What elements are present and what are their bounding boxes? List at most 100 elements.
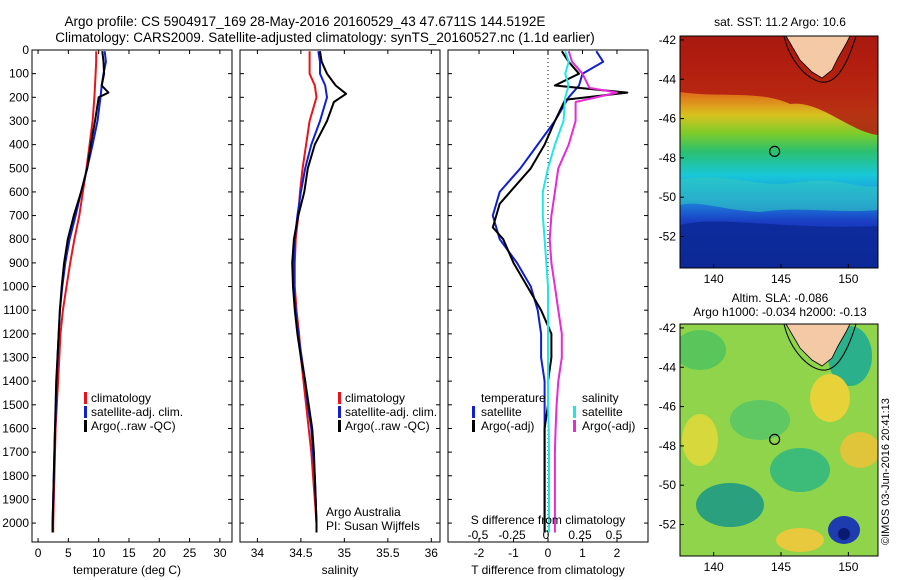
map-y-tick-label: -46 (659, 400, 677, 414)
y-tick-label: 1600 (2, 421, 29, 435)
difference-legend: temperature satellite Argo(-adj) salinit… (472, 391, 635, 433)
salinity-annotation-pi: PI: Susan Wijffels (326, 519, 420, 533)
temperature-legend: climatology satellite-adj. clim. Argo(..… (84, 391, 183, 433)
y-tick-label: 600 (9, 185, 29, 199)
x-tick-label: 1 (579, 546, 586, 560)
s-tick-label: -0.25 (498, 528, 526, 542)
sla-map-field (680, 324, 878, 556)
map-y-tick-label: -48 (659, 151, 677, 165)
s-tick-label: 0 (543, 528, 550, 542)
map-y-tick-label: -46 (659, 112, 677, 126)
series-line-sal_argo (548, 50, 618, 533)
temperature-ticks: 0 5 10 15 20 25 300100200300400500600700800900… (2, 43, 232, 560)
y-tick-label: 2000 (2, 516, 29, 530)
imos-credit: ©IMOS 03-Jun-2016 20:41:13 (880, 398, 892, 545)
figure-title-line2: Climatology: CARS2009. Satellite-adjuste… (55, 30, 595, 45)
map-y-tick-label: -50 (659, 478, 677, 492)
sla-blob (776, 528, 824, 552)
sla-blob (810, 374, 850, 422)
sla-blob (680, 330, 726, 370)
x-tick-label: -2 (474, 546, 485, 560)
series-line-sal_satellite (541, 50, 570, 533)
y-tick-label: 1200 (2, 327, 29, 341)
tasmania-land (785, 324, 851, 367)
legend-swatch-satellite (338, 406, 341, 418)
legend-label-climatology: climatology (345, 391, 405, 405)
sst-front-patch (680, 177, 878, 212)
map-x-tick-label: 150 (838, 272, 858, 286)
map-y-tick-label: -48 (659, 439, 677, 453)
x-tick-label: 20 (153, 546, 167, 560)
legend-swatch-argo (84, 420, 87, 432)
legend-label-t-satellite: satellite (481, 405, 522, 419)
x-tick-label: -1 (508, 546, 519, 560)
legend-label-s-argo: Argo(-adj) (582, 419, 635, 433)
legend-title-temperature: temperature (481, 391, 546, 405)
legend-swatch-satellite (84, 406, 87, 418)
temperature-axes-frame (31, 49, 233, 543)
sla-blob (838, 528, 850, 540)
legend-swatch-argo (338, 420, 341, 432)
difference-series (491, 50, 629, 533)
map-x-tick-label: 145 (771, 560, 791, 574)
y-tick-label: 1300 (2, 351, 29, 365)
y-tick-label: 500 (9, 161, 29, 175)
temperature-xlabel: temperature (deg C) (73, 563, 181, 577)
salinity-legend: climatology satellite-adj. clim. Argo(..… (338, 391, 437, 433)
tasmania-contour (783, 36, 857, 83)
map-y-tick-label: -44 (659, 72, 677, 86)
legend-label-satellite: satellite-adj. clim. (345, 405, 437, 419)
y-tick-label: 1100 (3, 303, 29, 317)
sla-argo-position-marker (768, 433, 781, 445)
map-x-tick-label: 150 (838, 560, 858, 574)
y-tick-label: 800 (9, 232, 29, 246)
legend-label-argo: Argo(..raw -QC) (91, 419, 176, 433)
salinity-xlabel: salinity (322, 563, 359, 577)
legend-title-salinity: salinity (582, 391, 619, 405)
y-tick-label: 1500 (2, 398, 29, 412)
map-y-tick-label: -44 (659, 360, 677, 374)
legend-swatch-t-argo (472, 420, 475, 432)
x-tick-label: 36 (425, 546, 439, 560)
s-tick-label: 0.5 (606, 528, 623, 542)
sla-blob (682, 414, 718, 466)
difference-ticks: -2 -1 0 1 2 -0.5 -0.25 0 0.25 0.5 (448, 49, 648, 560)
salinity-axes-frame (239, 49, 441, 543)
sla-blob (730, 400, 790, 440)
series-line-argo (291, 51, 348, 533)
map-x-tick-label: 145 (771, 272, 791, 286)
x-tick-label: 2 (614, 546, 621, 560)
legend-swatch-s-satellite (573, 406, 576, 418)
x-tick-label: 30 (213, 546, 227, 560)
y-tick-label: 200 (9, 90, 29, 104)
salinity-series (291, 51, 348, 533)
sla-map-subtitle: Argo h1000: -0.034 h2000: -0.13 (693, 305, 867, 319)
legend-label-t-argo: Argo(-adj) (481, 419, 534, 433)
sst-argo-position-marker (768, 145, 781, 157)
map-y-tick-label: -52 (659, 518, 677, 532)
x-tick-label: 34.5 (289, 546, 313, 560)
sla-map-frame (679, 323, 879, 557)
x-tick-label: 15 (122, 546, 136, 560)
figure-title-line1: Argo profile: CS 5904917_169 28-May-2016… (65, 14, 546, 29)
legend-label-argo: Argo(..raw -QC) (345, 419, 430, 433)
sla-blob (770, 448, 830, 492)
x-tick-label: 10 (92, 546, 106, 560)
y-tick-label: 1800 (2, 469, 29, 483)
sla-blob (840, 432, 878, 468)
legend-label-s-satellite: satellite (582, 405, 623, 419)
tasmania-land (785, 36, 851, 79)
difference-xlabel: T difference from climatology (471, 563, 625, 577)
s-tick-label: 0.25 (568, 528, 592, 542)
map-x-tick-label: 140 (704, 560, 724, 574)
y-tick-label: 1400 (2, 374, 29, 388)
tasmania-contour (783, 324, 857, 371)
y-tick-label: 1000 (2, 280, 29, 294)
x-tick-label: 0 (35, 546, 42, 560)
salinity-ticks: 34 34.5 35 35.5 36 (240, 49, 440, 560)
sst-map-ticks: 140 145 150 -42 -44 -46 -48 -50 -52 (659, 33, 859, 286)
series-line-satellite (292, 51, 328, 533)
s-tick-label: -0.5 (468, 528, 489, 542)
x-tick-label: 5 (65, 546, 72, 560)
